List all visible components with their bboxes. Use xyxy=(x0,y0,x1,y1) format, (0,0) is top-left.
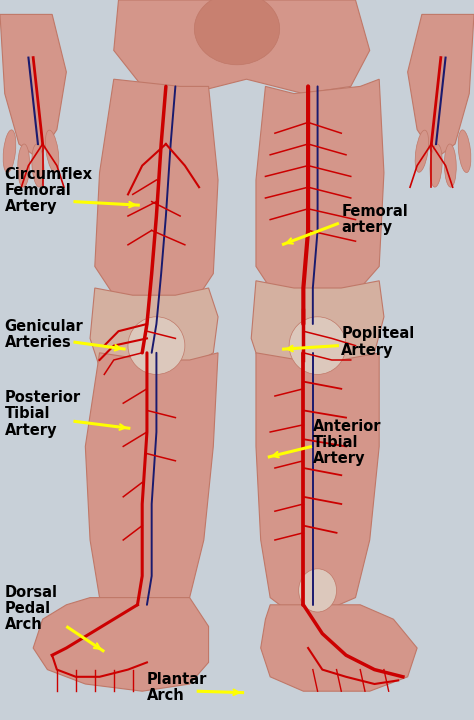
Text: Genicular
Arteries: Genicular Arteries xyxy=(5,319,83,351)
Polygon shape xyxy=(90,288,218,374)
Text: Plantar
Arch: Plantar Arch xyxy=(147,672,207,703)
Text: Popliteal
Artery: Popliteal Artery xyxy=(341,326,415,358)
Ellipse shape xyxy=(18,144,30,187)
Ellipse shape xyxy=(444,144,456,187)
Polygon shape xyxy=(85,353,218,612)
Ellipse shape xyxy=(3,130,16,173)
Text: Dorsal
Pedal
Arch: Dorsal Pedal Arch xyxy=(5,585,58,632)
Text: Femoral
artery: Femoral artery xyxy=(341,204,408,235)
Polygon shape xyxy=(0,14,66,158)
Ellipse shape xyxy=(299,569,337,612)
Polygon shape xyxy=(95,79,218,302)
Polygon shape xyxy=(256,79,384,295)
Ellipse shape xyxy=(128,317,185,374)
Text: Posterior
Tibial
Artery: Posterior Tibial Artery xyxy=(5,390,81,438)
Polygon shape xyxy=(256,353,379,612)
Ellipse shape xyxy=(289,317,346,374)
Polygon shape xyxy=(251,281,384,374)
Ellipse shape xyxy=(430,144,442,187)
Ellipse shape xyxy=(32,144,44,187)
Ellipse shape xyxy=(415,130,428,172)
Polygon shape xyxy=(261,605,417,691)
Ellipse shape xyxy=(458,130,471,173)
Ellipse shape xyxy=(46,130,59,172)
Polygon shape xyxy=(114,0,370,94)
Text: Circumflex
Femoral
Artery: Circumflex Femoral Artery xyxy=(5,167,93,215)
Polygon shape xyxy=(408,14,474,158)
Ellipse shape xyxy=(194,0,280,65)
Polygon shape xyxy=(33,598,209,691)
Text: Anterior
Tibial
Artery: Anterior Tibial Artery xyxy=(313,419,382,467)
